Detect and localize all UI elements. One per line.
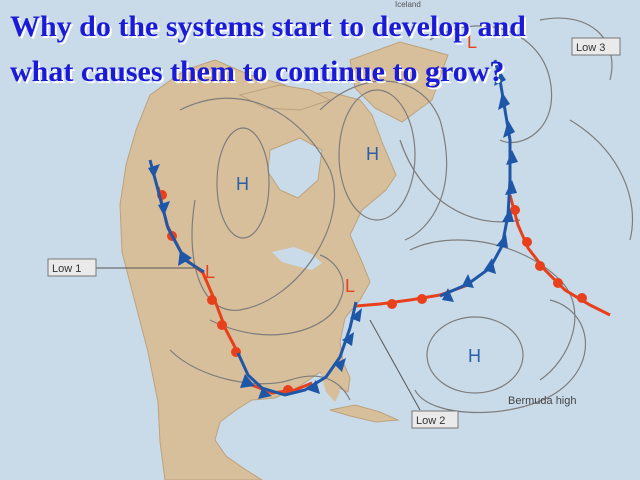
cold-front-marker [498,92,510,110]
isobar [569,119,634,241]
cold-front-marker [503,120,515,138]
warm-front-marker [510,205,520,215]
cuba [329,404,400,423]
isobar [209,254,344,336]
isobar [169,349,351,401]
low3-callout: Low 3 [571,37,621,56]
isobar [179,97,336,311]
greenland [349,41,449,123]
low2-callout-text: Low 2 [416,415,445,427]
warm-front-marker [535,261,545,271]
callout-leaders [95,267,421,411]
cold-front-marker [334,358,346,372]
arctic-islands [238,84,332,111]
cold-front-marker [502,208,514,222]
great-lakes [272,247,322,270]
slide-title-line-2: what causes them to continue to grow? [10,55,505,88]
cold-front-marker [350,308,362,322]
low1-callout: Low 1 [47,258,97,277]
warm-front-marker [207,295,217,305]
cold-front-marker [506,150,518,165]
warm-front-marker [417,294,427,304]
warm-front-marker [522,237,532,247]
cold-front-markers [148,68,518,399]
cold-front-marker [148,164,160,178]
cold-front-marker [342,332,354,346]
low2-callout: Low 2 [411,410,459,429]
cold-front-marker [505,180,517,195]
hudson-bay [267,137,323,199]
warm-front-northeast [508,194,611,317]
isobar [539,17,613,81]
warm-front-marker [387,299,397,309]
cold-front-marker [462,274,474,288]
cold-front-west [148,159,205,274]
low2-leader [369,319,421,411]
high-pressure-label: H [468,346,481,366]
isobar [429,25,553,144]
low1-callout-box [47,258,97,277]
cold-front-marker [442,288,454,302]
slide-title-line-1: Why do the systems start to develop and [10,10,526,43]
low3-callout-text: Low 3 [576,42,605,54]
cold-front-marker [158,201,170,216]
low2-callout-box [411,410,459,429]
warm-front-marker [217,320,227,330]
isobar [319,80,448,241]
warm-front-marker [553,278,563,288]
high-pressure-label: H [236,174,249,194]
low3-callout-box [571,37,621,56]
isobar [426,316,524,394]
isobar [414,299,587,414]
isobar [216,127,270,239]
iceland-label: Iceland [395,0,421,9]
high-pressure-label: H [366,144,379,164]
low-pressure-label: L [205,262,215,282]
cold-front-marker [258,388,272,399]
warm-front-marker [577,293,587,303]
florida [320,366,340,402]
cold-front-marker [240,374,255,388]
bermuda-high-label: Bermuda high [508,395,577,407]
low-pressure-label: L [345,276,355,296]
low1-callout-text: Low 1 [52,263,81,275]
cold-front-marker [178,250,192,266]
cold-front-marker [494,68,506,86]
low-pressure-label: L [467,32,477,52]
isobar [338,89,416,221]
cold-front-marker [496,234,508,248]
cold-front-marker [308,380,320,394]
cold-front-marker [484,258,496,274]
